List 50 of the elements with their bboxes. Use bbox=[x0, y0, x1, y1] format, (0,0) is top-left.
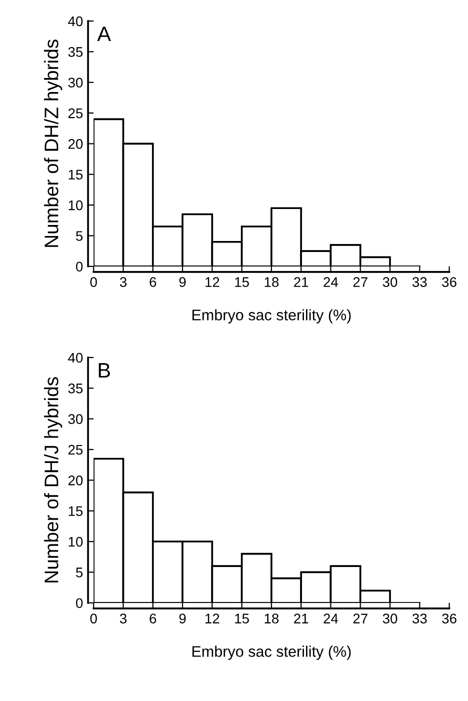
x-tick-label: 9 bbox=[179, 277, 186, 287]
y-tick-label: 25 bbox=[68, 444, 83, 455]
y-axis-title: Number of DH/J hybrids bbox=[44, 377, 62, 582]
x-tick-label: 27 bbox=[353, 614, 368, 624]
x-tick-label: 24 bbox=[324, 614, 338, 624]
x-tick-label: 33 bbox=[412, 277, 427, 287]
x-tick-label: 3 bbox=[120, 277, 126, 287]
x-tick-label: 6 bbox=[150, 614, 156, 624]
x-tick-label: 6 bbox=[150, 277, 156, 287]
x-tick-label: 0 bbox=[90, 277, 97, 287]
x-axis-title: Embryo sac sterility (%) bbox=[192, 646, 351, 660]
x-tick-label: 15 bbox=[235, 614, 249, 624]
x-tick-label: 27 bbox=[353, 277, 368, 287]
x-tick-label: 9 bbox=[179, 614, 186, 624]
y-tick-label: 25 bbox=[68, 108, 83, 118]
x-tick-label: 15 bbox=[235, 277, 249, 287]
y-tick-label: 20 bbox=[68, 139, 83, 149]
y-tick-label: 35 bbox=[68, 47, 83, 57]
x-tick-label: 36 bbox=[442, 614, 456, 624]
y-tick-label: 40 bbox=[68, 352, 83, 363]
x-tick-label: 30 bbox=[382, 277, 398, 287]
y-tick-label: 20 bbox=[68, 476, 83, 486]
x-tick-label: 12 bbox=[205, 614, 220, 624]
annotation: A bbox=[97, 26, 112, 42]
y-tick-label: 30 bbox=[68, 414, 83, 424]
y-tick-label: 0 bbox=[76, 262, 83, 272]
annotation: B bbox=[98, 363, 110, 378]
x-tick-label: 33 bbox=[412, 614, 427, 624]
x-tick-label: 18 bbox=[264, 277, 279, 287]
x-tick-label: 24 bbox=[324, 277, 338, 287]
y-tick-label: 30 bbox=[68, 78, 83, 88]
x-tick-label: 12 bbox=[205, 277, 220, 287]
x-tick-label: 36 bbox=[442, 277, 456, 287]
x-tick-label: 21 bbox=[294, 277, 308, 287]
y-tick-label: 15 bbox=[68, 506, 83, 516]
y-tick-label: 35 bbox=[68, 384, 83, 394]
x-tick-label: 3 bbox=[120, 614, 126, 624]
x-tick-label: 18 bbox=[264, 614, 279, 624]
y-tick-label: 5 bbox=[76, 231, 83, 241]
y-tick-label: 5 bbox=[76, 568, 83, 578]
y-tick-label: 0 bbox=[76, 598, 83, 608]
y-tick-label: 10 bbox=[68, 200, 83, 210]
x-axis-title: Embryo sac sterility (%) bbox=[192, 309, 351, 324]
y-axis-title: Number of DH/Z hybrids bbox=[44, 40, 62, 247]
y-tick-label: 10 bbox=[68, 536, 83, 547]
x-tick-label: 0 bbox=[90, 614, 97, 624]
x-tick-label: 30 bbox=[382, 614, 398, 624]
y-tick-label: 15 bbox=[68, 170, 83, 180]
y-tick-label: 40 bbox=[68, 16, 83, 26]
x-tick-label: 21 bbox=[294, 614, 308, 624]
